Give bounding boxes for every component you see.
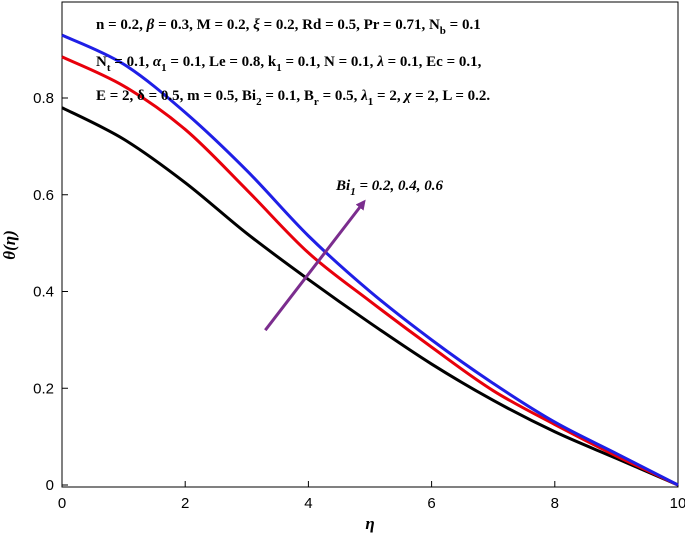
x-tick-label: 10 — [670, 495, 685, 512]
x-axis-title: η — [365, 514, 374, 533]
x-axis-ticks: 0 2 4 6 8 10 — [58, 481, 685, 512]
series-lines — [61, 33, 679, 487]
y-tick-label: 0.6 — [33, 187, 54, 204]
y-tick-label: 0.8 — [33, 90, 54, 107]
params-line-2: Nt = 0.1, α1 = 0.1, Le = 0.8, k1 = 0.1, … — [96, 54, 482, 74]
bi1-arrow-label: Bi1 = 0.2, 0.4, 0.6 — [335, 178, 443, 198]
y-tick-label: 0 — [46, 477, 54, 494]
series-line-3 — [61, 33, 679, 487]
series-line-2 — [61, 55, 679, 487]
y-axis-ticks: 0 0.2 0.4 0.6 0.8 — [33, 90, 68, 494]
x-tick-label: 2 — [181, 495, 189, 512]
x-tick-label: 6 — [427, 495, 435, 512]
x-tick-label: 4 — [304, 495, 312, 512]
y-axis-title: θ(η) — [0, 230, 19, 259]
x-tick-label: 0 — [58, 495, 66, 512]
increasing-bi1-arrow — [264, 199, 366, 332]
series-line-1 — [61, 106, 679, 487]
params-line-3: E = 2, δ = 0.5, m = 0.5, Bi2 = 0.1, Br =… — [96, 88, 490, 108]
y-tick-label: 0.2 — [33, 380, 54, 397]
y-tick-label: 0.4 — [33, 284, 54, 301]
params-line-1: n = 0.2, β = 0.3, M = 0.2, ξ = 0.2, Rd =… — [96, 17, 481, 37]
x-tick-label: 8 — [551, 495, 559, 512]
plot-frame — [61, 1, 679, 488]
